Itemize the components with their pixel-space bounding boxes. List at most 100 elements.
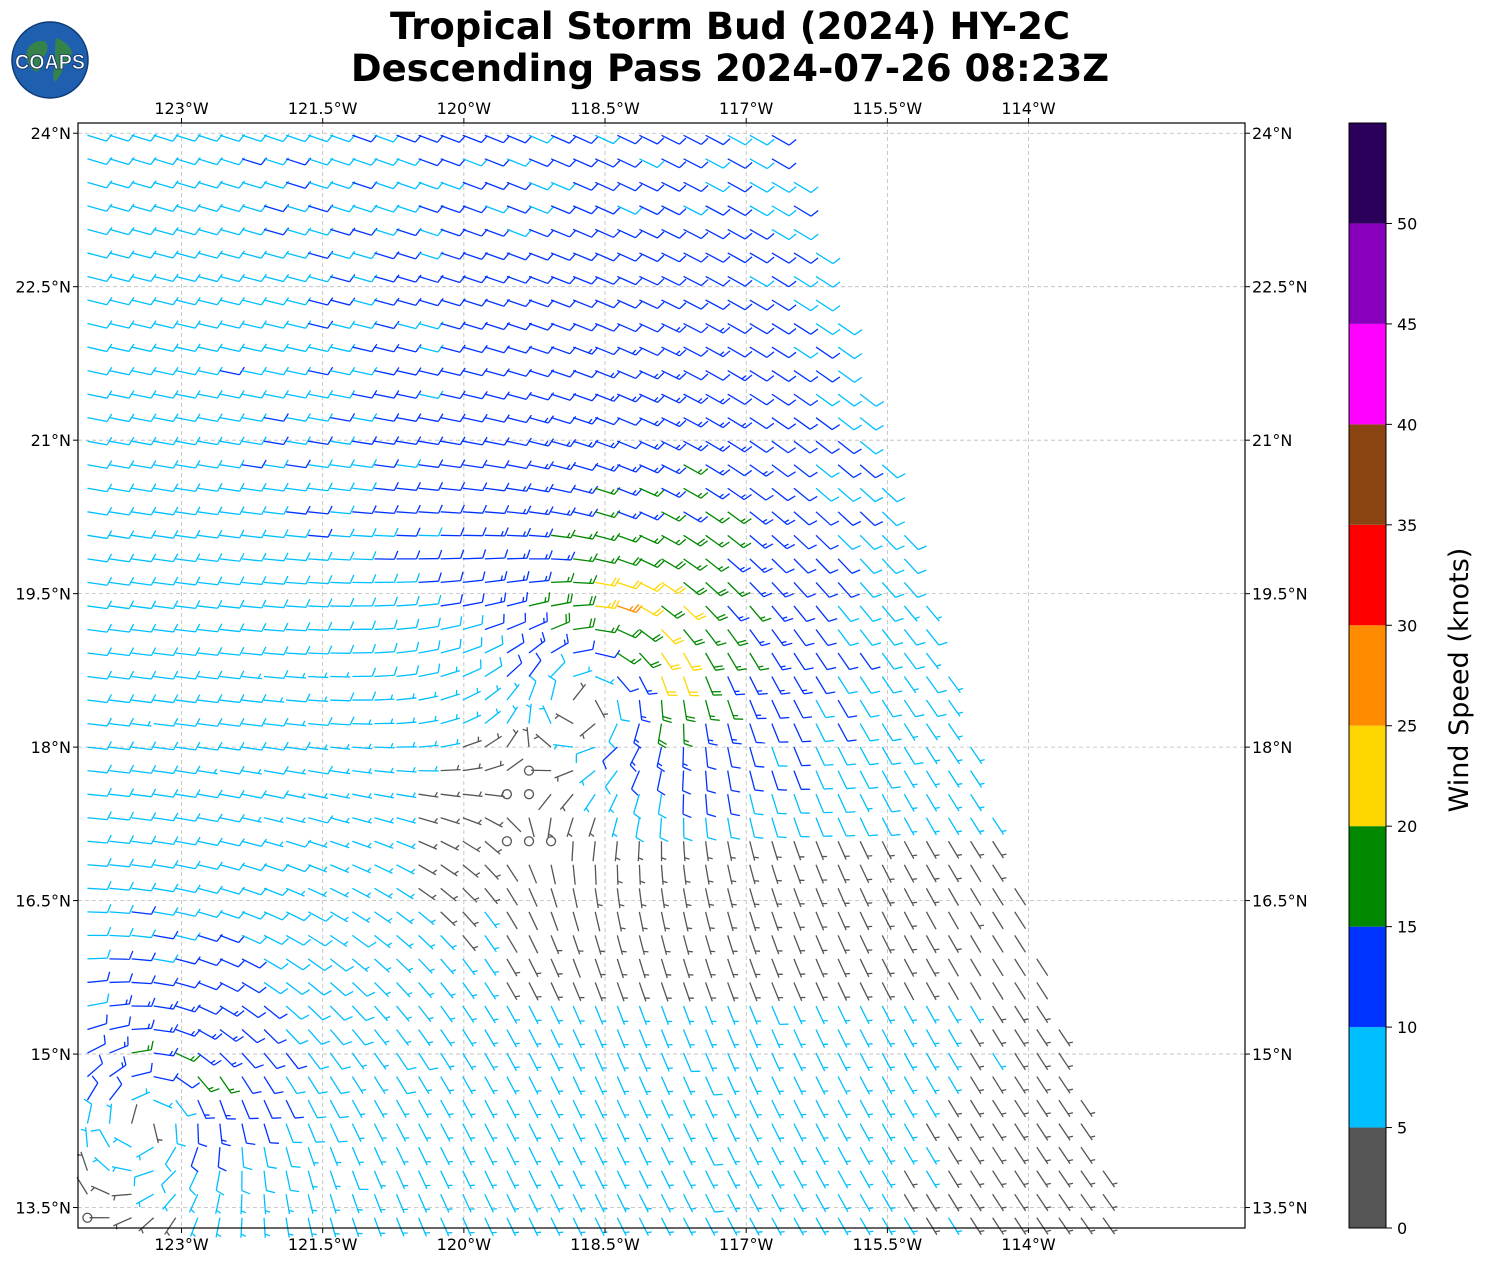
barb-staff bbox=[219, 981, 239, 992]
barb-staff bbox=[771, 370, 790, 382]
wind-barb bbox=[639, 534, 665, 545]
wind-barb bbox=[418, 298, 444, 307]
barb-staff bbox=[793, 534, 810, 550]
barb-feather bbox=[172, 977, 179, 987]
wind-barb bbox=[330, 672, 351, 678]
barb-feather bbox=[172, 765, 179, 774]
wind-barb bbox=[263, 741, 289, 751]
barb-feather bbox=[473, 921, 479, 925]
wind-barb bbox=[153, 836, 179, 846]
wind-barb bbox=[351, 1123, 365, 1142]
wind-barb bbox=[815, 605, 838, 623]
barb-feather bbox=[682, 766, 692, 772]
barb-staff bbox=[594, 346, 615, 356]
barb-feather bbox=[700, 468, 709, 475]
barb-staff bbox=[440, 440, 461, 446]
wind-barb bbox=[572, 1099, 586, 1119]
wind-barb bbox=[462, 911, 479, 928]
wind-barb bbox=[547, 675, 557, 701]
wind-barb bbox=[219, 343, 245, 353]
wind-barb bbox=[219, 529, 245, 539]
wind-barb bbox=[573, 617, 596, 631]
wind-barb bbox=[307, 1123, 325, 1143]
wind-barb bbox=[793, 629, 815, 647]
barb-feather bbox=[875, 472, 884, 479]
barb-feather bbox=[259, 936, 268, 944]
barb-feather bbox=[892, 738, 902, 742]
barb-staff bbox=[771, 1005, 781, 1025]
barb-staff bbox=[793, 464, 811, 478]
wind-barb bbox=[153, 553, 179, 563]
wind-barb bbox=[903, 581, 927, 599]
barb-feather bbox=[738, 615, 744, 619]
barb-feather bbox=[829, 593, 838, 598]
barb-feather bbox=[515, 971, 521, 974]
wind-barb bbox=[131, 720, 152, 727]
barb-feather bbox=[544, 417, 549, 423]
barb-feather bbox=[720, 566, 730, 572]
wind-barb bbox=[705, 487, 731, 500]
barb-feather bbox=[449, 1065, 455, 1068]
barb-feather bbox=[934, 1230, 941, 1233]
barb-staff bbox=[396, 534, 417, 537]
barb-feather bbox=[437, 436, 444, 445]
wind-barb bbox=[352, 643, 376, 654]
barb-feather bbox=[700, 420, 709, 428]
wind-barb bbox=[683, 511, 709, 523]
barb-feather bbox=[895, 593, 905, 599]
barb-feather bbox=[678, 490, 687, 498]
barb-staff bbox=[263, 1076, 276, 1094]
barb-feather bbox=[272, 1117, 282, 1119]
wind-barb bbox=[374, 718, 395, 725]
wind-barb bbox=[837, 346, 863, 360]
barb-feather bbox=[282, 297, 290, 306]
barb-staff bbox=[462, 369, 483, 377]
barb-feather bbox=[675, 515, 681, 520]
barb-staff bbox=[550, 393, 571, 401]
barb-feather bbox=[707, 836, 717, 841]
wind-barb bbox=[859, 817, 878, 837]
wind-barb bbox=[263, 552, 289, 562]
wind-barb bbox=[771, 1193, 785, 1213]
barb-feather bbox=[831, 400, 841, 407]
barb-staff bbox=[286, 558, 307, 562]
wind-barb bbox=[903, 1170, 918, 1189]
barb-staff bbox=[351, 1029, 366, 1046]
barb-staff bbox=[815, 511, 832, 526]
wind-barb bbox=[1014, 935, 1027, 953]
barb-feather bbox=[522, 531, 526, 537]
barb-feather bbox=[566, 510, 571, 516]
barb-staff bbox=[241, 369, 262, 376]
barb-staff bbox=[484, 322, 505, 331]
wind-barb bbox=[1058, 1193, 1074, 1212]
barb-feather bbox=[788, 375, 797, 382]
wind-barb bbox=[131, 460, 157, 469]
wind-barb bbox=[87, 577, 113, 586]
wind-barb bbox=[131, 320, 157, 329]
barb-feather bbox=[327, 413, 334, 422]
barb-staff bbox=[307, 958, 325, 972]
wind-barb bbox=[1058, 1052, 1074, 1071]
barb-staff bbox=[881, 817, 893, 836]
barb-staff bbox=[727, 322, 746, 334]
wind-barb bbox=[528, 911, 539, 931]
barb-feather bbox=[504, 571, 508, 581]
barb-feather bbox=[890, 1089, 896, 1092]
barb-feather bbox=[957, 711, 964, 715]
wind-barb bbox=[506, 982, 521, 1001]
barb-staff bbox=[418, 603, 439, 607]
wind-barb bbox=[1036, 1005, 1051, 1024]
barb-feather bbox=[759, 640, 765, 644]
barb-staff bbox=[462, 511, 483, 514]
barb-feather bbox=[823, 1113, 829, 1116]
barb-feather bbox=[979, 853, 985, 856]
barb-staff bbox=[815, 770, 825, 790]
barb-feather bbox=[979, 1230, 985, 1233]
barb-feather bbox=[620, 719, 631, 722]
barb-feather bbox=[194, 296, 201, 306]
barb-staff bbox=[330, 299, 350, 306]
wind-barb bbox=[859, 982, 873, 1001]
wind-barb bbox=[992, 958, 1004, 977]
wind-barb bbox=[925, 864, 940, 883]
wind-barb bbox=[683, 581, 708, 596]
